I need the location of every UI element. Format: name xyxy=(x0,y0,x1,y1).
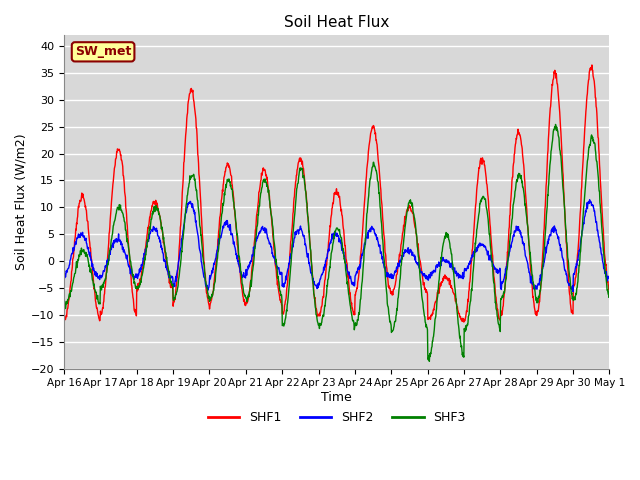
SHF3 xyxy=(541,235,548,241)
SHF1 xyxy=(181,138,189,144)
SHF1 xyxy=(493,301,500,307)
SHF2 xyxy=(586,197,593,203)
X-axis label: Time: Time xyxy=(321,391,352,404)
Legend: SHF1, SHF2, SHF3: SHF1, SHF2, SHF3 xyxy=(202,406,471,429)
SHF2 xyxy=(493,270,500,276)
SHF1 xyxy=(541,206,548,212)
SHF2 xyxy=(60,278,68,284)
SHF3 xyxy=(243,296,250,302)
SHF3 xyxy=(181,213,189,218)
SHF2 xyxy=(421,275,429,280)
SHF2 xyxy=(605,274,613,280)
SHF3 xyxy=(605,283,613,288)
SHF1 xyxy=(588,62,596,68)
SHF2 xyxy=(168,274,176,280)
Line: SHF3: SHF3 xyxy=(64,124,609,361)
SHF2 xyxy=(181,211,189,217)
SHF2 xyxy=(569,289,577,295)
SHF3 xyxy=(168,283,176,288)
SHF3 xyxy=(421,319,429,325)
SHF1 xyxy=(243,300,250,305)
Title: Soil Heat Flux: Soil Heat Flux xyxy=(284,15,389,30)
Text: SW_met: SW_met xyxy=(75,45,131,59)
SHF1 xyxy=(421,285,429,291)
Y-axis label: Soil Heat Flux (W/m2): Soil Heat Flux (W/m2) xyxy=(15,133,28,270)
SHF2 xyxy=(541,256,548,262)
SHF2 xyxy=(243,266,250,272)
SHF3 xyxy=(552,121,559,127)
SHF1 xyxy=(168,285,176,290)
SHF1 xyxy=(460,319,468,325)
SHF3 xyxy=(493,308,500,313)
Line: SHF1: SHF1 xyxy=(64,65,609,322)
SHF1 xyxy=(605,287,613,292)
SHF3 xyxy=(60,298,68,303)
Line: SHF2: SHF2 xyxy=(64,200,609,292)
SHF3 xyxy=(426,359,433,364)
SHF1 xyxy=(60,314,68,320)
